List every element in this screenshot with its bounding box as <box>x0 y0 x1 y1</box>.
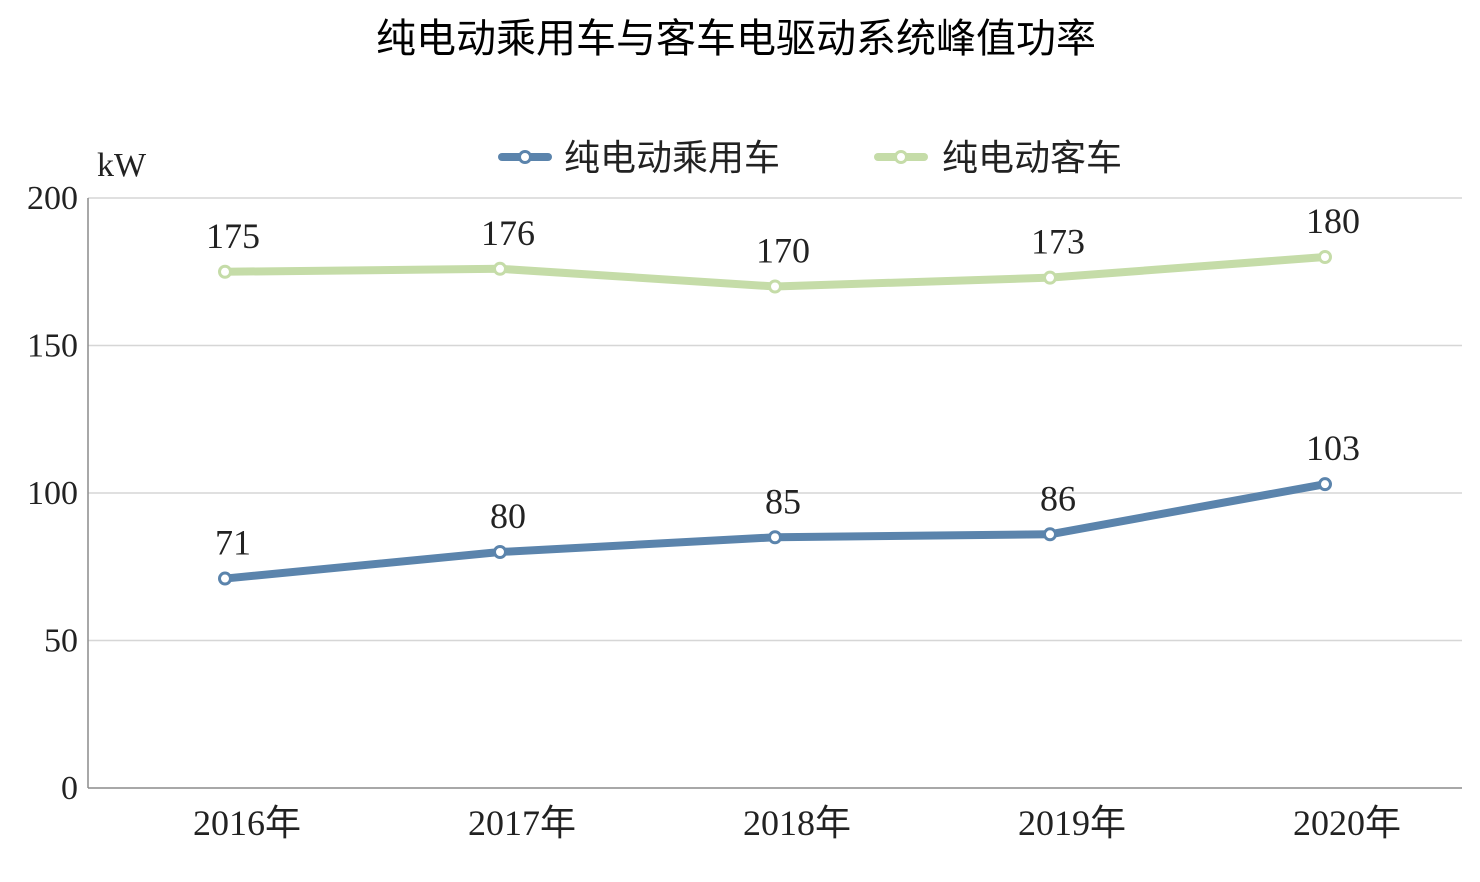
data-point <box>493 545 507 559</box>
x-axis-ticks: 2016年 2017年 2018年 2019年 2020年 <box>193 803 1401 843</box>
data-point <box>1043 527 1057 542</box>
data-point <box>1318 250 1332 264</box>
y-tick-label: 100 <box>27 475 78 512</box>
legend-label: 纯电动乘用车 <box>564 138 780 179</box>
y-tick-label: 150 <box>27 328 78 365</box>
x-tick-label: 2017年 <box>468 803 576 843</box>
data-point <box>768 530 782 545</box>
data-labels: 71 80 85 86 103 175 176 170 173 180 <box>206 201 1360 563</box>
y-axis-unit: kW <box>97 147 147 184</box>
data-point <box>218 264 232 279</box>
data-label: 80 <box>490 496 526 536</box>
data-point <box>1043 270 1057 285</box>
chart-title: 纯电动乘用车与客车电驱动系统峰值功率 <box>376 16 1096 62</box>
legend-marker <box>518 150 532 164</box>
data-label: 176 <box>481 213 535 253</box>
data-label: 170 <box>756 231 810 271</box>
data-label: 103 <box>1306 428 1360 468</box>
x-tick-label: 2016年 <box>193 803 301 843</box>
data-label: 71 <box>215 523 251 563</box>
legend-marker <box>894 150 908 164</box>
y-tick-label: 0 <box>61 770 78 807</box>
legend: 纯电动乘用车 纯电动客车 <box>498 138 1122 179</box>
legend-label: 纯电动客车 <box>942 138 1122 179</box>
legend-item: 纯电动乘用车 <box>498 138 780 179</box>
data-point <box>768 279 782 294</box>
x-tick-label: 2020年 <box>1293 803 1401 843</box>
data-point <box>493 261 507 276</box>
x-tick-label: 2018年 <box>743 803 851 843</box>
y-axis-ticks: 0 50 100 150 200 <box>27 180 78 807</box>
y-tick-label: 50 <box>44 623 78 660</box>
data-label: 85 <box>765 481 801 521</box>
data-label: 180 <box>1306 201 1360 241</box>
series-group <box>218 250 1332 586</box>
data-point <box>1318 477 1332 492</box>
data-label: 175 <box>206 216 260 256</box>
data-label: 173 <box>1031 222 1085 262</box>
y-tick-label: 200 <box>27 180 78 217</box>
legend-item: 纯电动客车 <box>874 138 1122 179</box>
data-point <box>218 571 232 586</box>
x-tick-label: 2019年 <box>1018 803 1126 843</box>
gridlines <box>87 197 1462 789</box>
data-label: 86 <box>1040 478 1076 518</box>
